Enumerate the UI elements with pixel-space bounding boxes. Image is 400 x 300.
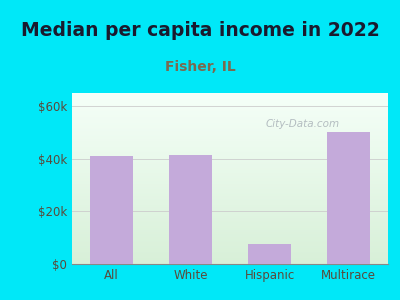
Text: Fisher, IL: Fisher, IL (165, 60, 235, 74)
Text: Median per capita income in 2022: Median per capita income in 2022 (21, 21, 379, 40)
Bar (169, 155, 212, 264)
Bar (327, 133, 370, 264)
Bar (248, 244, 291, 264)
Text: City-Data.com: City-Data.com (266, 119, 340, 129)
Bar (90, 156, 133, 264)
